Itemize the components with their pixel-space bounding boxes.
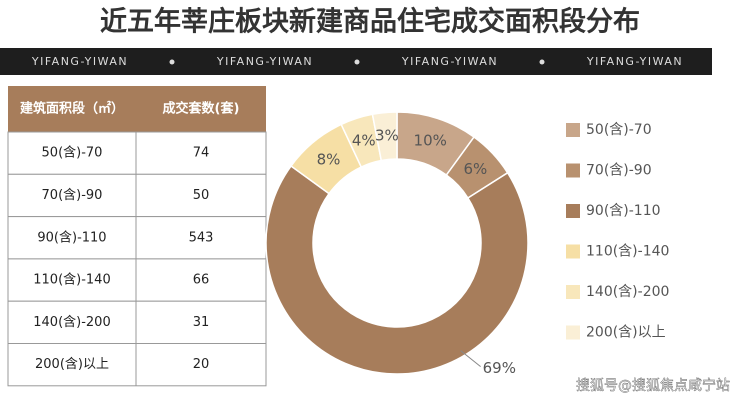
table-cell: 66 — [193, 273, 210, 288]
donut-slice — [371, 111, 398, 162]
banner-label: YIFANG-YIWAN — [216, 55, 313, 68]
legend-label: 50(含)-70 — [586, 122, 652, 138]
table-row — [7, 131, 267, 175]
table-row — [7, 343, 267, 387]
banner-label: YIFANG-YIWAN — [31, 55, 128, 68]
banner-label: YIFANG-YIWAN — [401, 55, 498, 68]
legend-swatch — [566, 163, 580, 178]
table-cell: 31 — [193, 315, 210, 330]
leader-line — [460, 350, 481, 367]
banner-dot — [539, 59, 545, 65]
legend-swatch — [566, 204, 580, 218]
slice-label: 6% — [463, 160, 487, 178]
table-cell: 70(含)-90 — [42, 187, 103, 203]
title: 近五年莘庄板块新建商品住宅成交面积段分布 — [100, 6, 640, 38]
legend-label: 200(含)以上 — [586, 325, 666, 341]
banner-label: YIFANG-YIWAN — [586, 55, 683, 68]
table-cell: 74 — [193, 146, 210, 161]
donut-slice — [265, 164, 529, 375]
table-cell: 110(含)-140 — [33, 272, 110, 288]
legend-swatch — [566, 123, 580, 137]
table-header: 建筑面积段（㎡） — [20, 101, 124, 117]
legend-label: 110(含)-140 — [586, 244, 669, 260]
table-cell: 200(含)以上 — [35, 356, 109, 372]
table: 建筑面积段（㎡） 成交套数(套) 50(含)-70 74 70(含)-90 50 90(含)… — [7, 86, 267, 387]
table-cell: 90(含)-110 — [37, 229, 106, 245]
banner-dot — [169, 59, 175, 65]
table-header-bg — [8, 86, 266, 132]
slice-label: 69% — [483, 359, 516, 377]
table-cell: 20 — [193, 357, 210, 372]
legend-label: 140(含)-200 — [586, 284, 669, 300]
banner-dot — [354, 59, 360, 65]
legend-swatch — [566, 285, 580, 299]
slice-label: 10% — [414, 131, 447, 149]
table-row — [7, 300, 267, 345]
slice-label: 8% — [317, 151, 341, 169]
slice-label: 3% — [375, 126, 399, 144]
legend-swatch — [566, 244, 580, 259]
slice-label: 4% — [352, 131, 376, 149]
table-row — [7, 216, 267, 260]
legend-swatch — [566, 325, 580, 340]
table-cell: 50 — [193, 188, 210, 203]
legend-label: 90(含)-110 — [586, 203, 661, 219]
table-cell: 140(含)-200 — [33, 314, 110, 330]
table-header: 成交套数(套) — [163, 101, 240, 117]
banner-text: YIFANG-YIWAN YIFANG-YIWAN YIFANG-YIWAN YIFA… — [31, 55, 683, 68]
legend-label: 70(含)-90 — [586, 163, 652, 179]
watermark: 搜狐号@搜狐焦点咸宁站 — [576, 377, 730, 394]
donut-chart: 10% 6% 69% 8% 4% 3% 50(含)-70 70(含)-90 90(含)-110 1… — [265, 111, 669, 377]
table-cell: 50(含)-70 — [42, 145, 103, 161]
table-cell: 543 — [189, 230, 214, 245]
